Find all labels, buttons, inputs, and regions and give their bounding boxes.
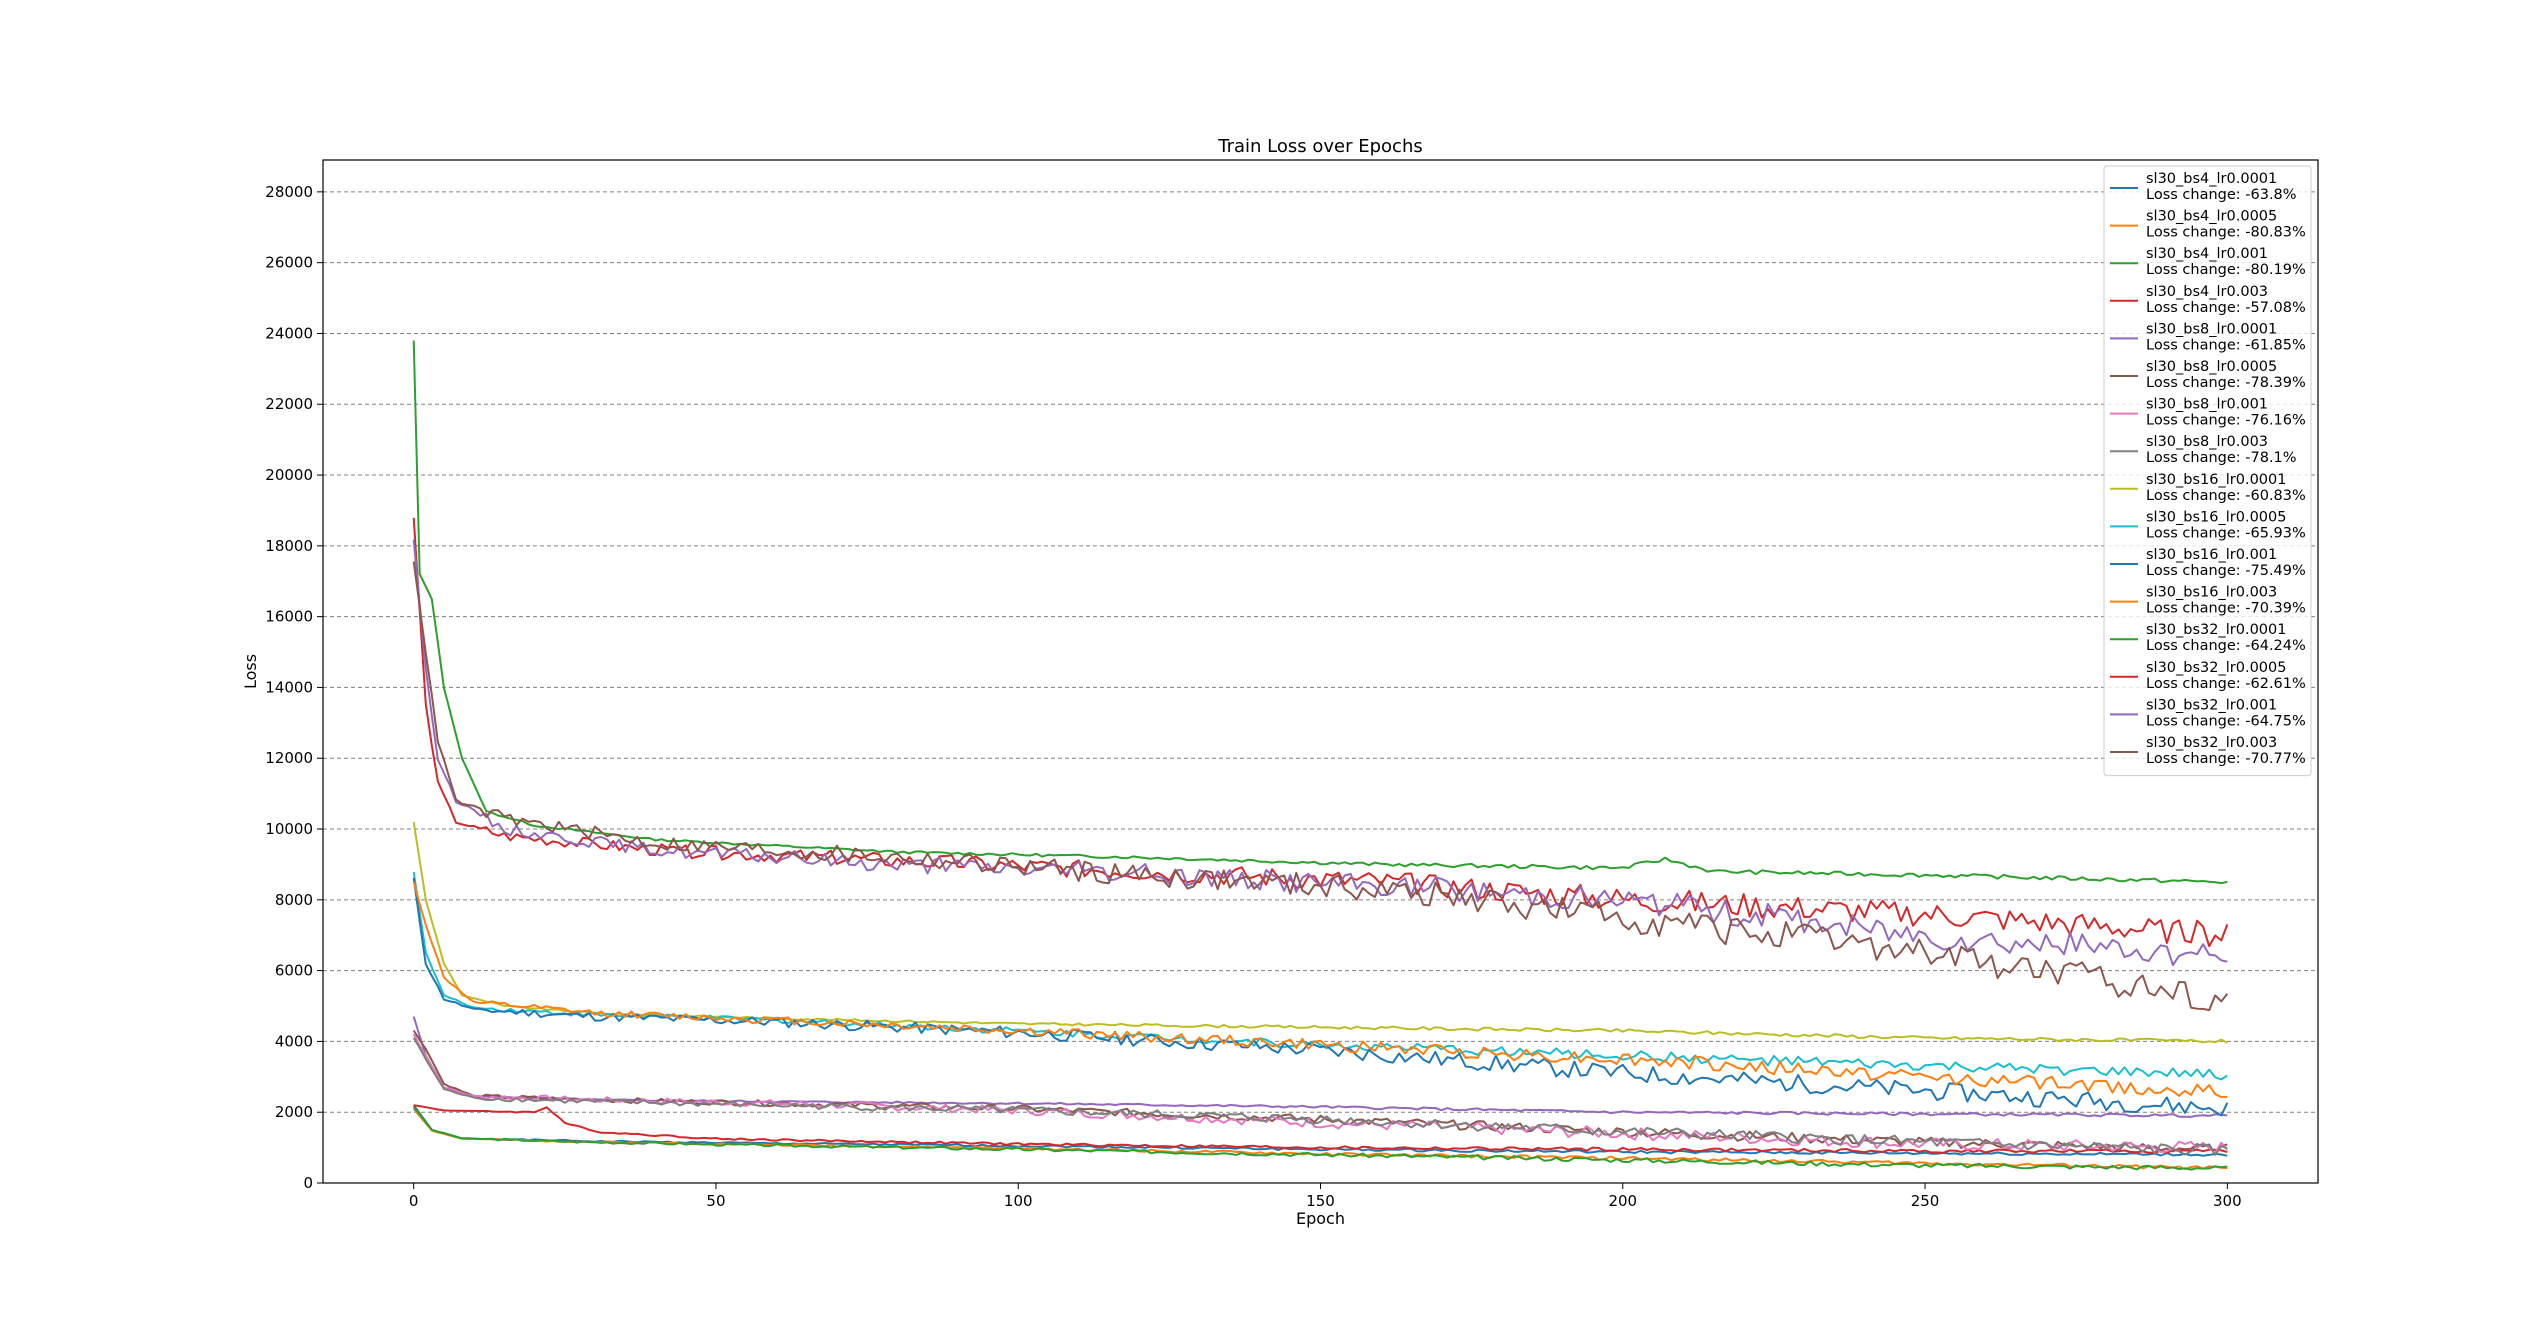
x-tick-label: 50 xyxy=(706,1192,725,1210)
series-line-sl30_bs16_lr0.001 xyxy=(412,877,2229,1117)
legend-series-name: sl30_bs32_lr0.0001 xyxy=(2146,622,2286,638)
legend-loss-change: Loss change: -57.08% xyxy=(2146,300,2306,316)
legend-loss-change: Loss change: -65.93% xyxy=(2146,525,2306,541)
y-tick-label: 8000 xyxy=(275,891,313,909)
series-line-sl30_bs32_lr0.003 xyxy=(412,561,2229,1012)
x-tick-label: 300 xyxy=(2213,1192,2242,1210)
legend-loss-change: Loss change: -60.83% xyxy=(2146,488,2306,504)
legend-series-name: sl30_bs4_lr0.0005 xyxy=(2146,209,2277,225)
x-tick-label: 200 xyxy=(1608,1192,1637,1210)
series-line-sl30_bs32_lr0.0005 xyxy=(412,517,2229,948)
chart-title: Train Loss over Epochs xyxy=(1217,136,1422,157)
x-axis-label: Epoch xyxy=(1296,1209,1345,1228)
legend-series-name: sl30_bs4_lr0.001 xyxy=(2146,246,2268,262)
legend-loss-change: Loss change: -80.83% xyxy=(2146,225,2306,241)
series-line-sl30_bs4_lr0.001 xyxy=(412,1106,2228,1171)
legend-loss-change: Loss change: -76.16% xyxy=(2146,413,2306,429)
legend-loss-change: Loss change: -70.39% xyxy=(2146,601,2306,617)
legend-series-name: sl30_bs32_lr0.001 xyxy=(2146,697,2277,713)
series-line-sl30_bs8_lr0.003 xyxy=(412,1037,2228,1156)
y-tick-label: 22000 xyxy=(265,395,313,413)
legend-series-name: sl30_bs4_lr0.003 xyxy=(2146,284,2268,300)
y-tick-label: 14000 xyxy=(265,678,313,696)
x-tick-label: 100 xyxy=(1004,1192,1033,1210)
legend-loss-change: Loss change: -78.1% xyxy=(2146,450,2297,466)
y-tick-label: 0 xyxy=(303,1174,313,1192)
legend-series-name: sl30_bs32_lr0.0005 xyxy=(2146,660,2286,676)
series-line-sl30_bs16_lr0.0001 xyxy=(412,821,2228,1044)
y-tick-label: 16000 xyxy=(265,608,313,626)
legend-loss-change: Loss change: -62.61% xyxy=(2146,676,2306,692)
plot-frame xyxy=(322,159,2319,1184)
legend-loss-change: Loss change: -78.39% xyxy=(2146,375,2306,391)
legend-loss-change: Loss change: -63.8% xyxy=(2146,187,2297,203)
y-tick-label: 24000 xyxy=(265,324,313,342)
legend-series-name: sl30_bs16_lr0.0001 xyxy=(2146,472,2286,488)
x-tick-label: 250 xyxy=(1911,1192,1940,1210)
series-line-sl30_bs16_lr0.0005 xyxy=(412,871,2228,1081)
legend-series-name: sl30_bs4_lr0.0001 xyxy=(2146,171,2277,187)
axis-ticks: 0200040006000800010000120001400016000180… xyxy=(265,183,2241,1210)
y-tick-label: 18000 xyxy=(265,537,313,555)
y-tick-label: 26000 xyxy=(265,254,313,272)
legend-loss-change: Loss change: -80.19% xyxy=(2146,262,2306,278)
legend-box xyxy=(2103,165,2312,777)
y-tick-label: 4000 xyxy=(275,1032,313,1050)
legend-loss-change: Loss change: -75.49% xyxy=(2146,563,2306,579)
legend-series-name: sl30_bs8_lr0.003 xyxy=(2146,434,2268,450)
y-tick-label: 28000 xyxy=(265,183,313,201)
y-tick-label: 10000 xyxy=(265,820,313,838)
grid-lines xyxy=(323,191,2318,1184)
y-tick-label: 2000 xyxy=(275,1103,313,1121)
x-tick-label: 0 xyxy=(409,1192,419,1210)
legend-series-name: sl30_bs32_lr0.003 xyxy=(2146,735,2277,751)
legend-series-name: sl30_bs16_lr0.0005 xyxy=(2146,509,2286,525)
legend-series-name: sl30_bs16_lr0.001 xyxy=(2146,547,2277,563)
legend-loss-change: Loss change: -61.85% xyxy=(2146,337,2306,353)
y-tick-label: 6000 xyxy=(275,962,313,980)
legend-loss-change: Loss change: -70.77% xyxy=(2146,751,2306,767)
series-line-sl30_bs8_lr0.001 xyxy=(412,1033,2229,1154)
series-line-sl30_bs32_lr0.001 xyxy=(412,539,2228,967)
legend-series-name: sl30_bs8_lr0.001 xyxy=(2146,397,2268,413)
series-lines xyxy=(412,340,2229,1171)
x-tick-label: 150 xyxy=(1306,1192,1335,1210)
legend-series-name: sl30_bs16_lr0.003 xyxy=(2146,585,2277,601)
legend-series-name: sl30_bs8_lr0.0005 xyxy=(2146,359,2277,375)
series-line-sl30_bs4_lr0.003 xyxy=(413,1104,2228,1154)
series-line-sl30_bs4_lr0.0001 xyxy=(412,1104,2228,1157)
y-tick-label: 20000 xyxy=(265,466,313,484)
series-line-sl30_bs8_lr0.0005 xyxy=(412,1029,2228,1155)
legend-loss-change: Loss change: -64.24% xyxy=(2146,638,2306,654)
y-axis-label: Loss xyxy=(241,654,260,689)
legend-series-name: sl30_bs8_lr0.0001 xyxy=(2146,321,2277,337)
series-line-sl30_bs32_lr0.0001 xyxy=(412,340,2228,885)
series-line-sl30_bs16_lr0.003 xyxy=(412,881,2228,1098)
legend-loss-change: Loss change: -64.75% xyxy=(2146,713,2306,729)
y-tick-label: 12000 xyxy=(265,749,313,767)
